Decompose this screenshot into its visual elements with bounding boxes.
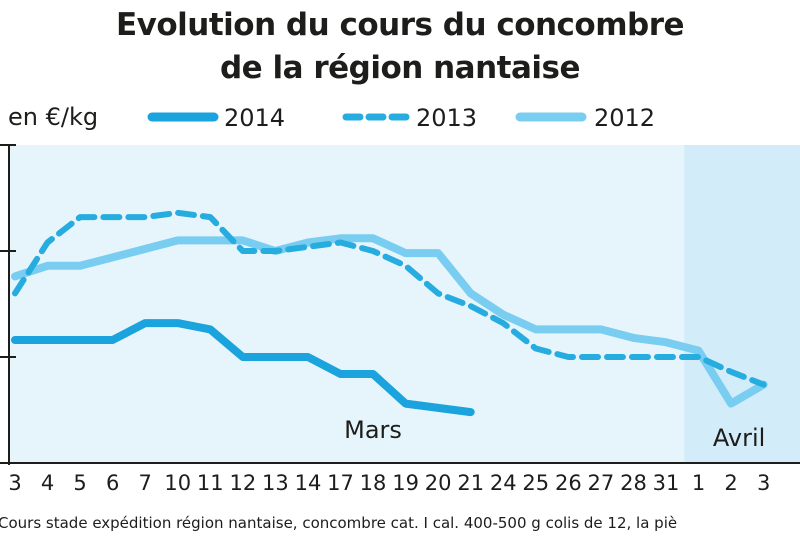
x-tick-label: 17: [327, 471, 354, 495]
legend-item-2012: 2012: [515, 104, 655, 132]
axis-layer: [0, 144, 800, 465]
legend-label-2014: 2014: [224, 104, 285, 132]
x-tick-label: 14: [295, 471, 322, 495]
x-tick-label: 19: [392, 471, 419, 495]
chart-title-line-2: de la région nantaise: [219, 50, 581, 86]
x-tick-label: 13: [262, 471, 289, 495]
legend-item-2013: 2013: [342, 104, 477, 132]
x-tick-label: 26: [555, 471, 582, 495]
legend: 2014 2013 2012: [147, 104, 655, 132]
x-tick-label: 28: [620, 471, 647, 495]
x-tick-label: 18: [360, 471, 387, 495]
x-tick-label: 21: [457, 471, 484, 495]
chart-title-line-1: Evolution du cours du concombre: [115, 7, 685, 43]
series-line-2012: [11, 234, 768, 408]
x-tick-label: 25: [522, 471, 549, 495]
x-tick-label: 6: [106, 471, 119, 495]
x-tick-label: 27: [588, 471, 615, 495]
x-tick-label: 3: [757, 471, 770, 495]
x-tick-label: 3: [8, 471, 21, 495]
x-tick-label: 5: [73, 471, 86, 495]
footnote: Cours stade expédition région nantaise, …: [0, 514, 677, 532]
x-tick-label: 10: [164, 471, 191, 495]
x-tick-label: 12: [229, 471, 256, 495]
month-label-avril: Avril: [713, 424, 765, 452]
x-tick-label: 11: [197, 471, 224, 495]
x-tick-label: 4: [41, 471, 54, 495]
x-tick-label: 2: [724, 471, 737, 495]
legend-label-2012: 2012: [594, 104, 655, 132]
month-label-mars: Mars: [344, 416, 402, 444]
legend-item-2014: 2014: [147, 104, 285, 132]
y-axis-unit-label: en €/kg: [8, 103, 98, 131]
x-tick-label: 24: [490, 471, 517, 495]
series-layer: [11, 209, 768, 417]
legend-label-2013: 2013: [416, 104, 477, 132]
x-tick-label: 31: [653, 471, 680, 495]
chart-title: Evolution du cours du concombre de la ré…: [0, 4, 800, 90]
x-tick-label: 20: [425, 471, 452, 495]
series-line-2014: [11, 319, 475, 417]
april-shaded-region: [684, 145, 800, 463]
plot-background: [9, 145, 800, 463]
x-tick-label: 7: [139, 471, 152, 495]
series-line-2013: [12, 209, 767, 388]
x-tick-labels: 3 4 5 6 7 10 11 12 13 14 17 18 19 20 21 24 25 26 27 28 31 1 2 3: [8, 471, 770, 495]
x-tick-label: 1: [692, 471, 705, 495]
month-labels: Mars Avril: [344, 416, 765, 452]
